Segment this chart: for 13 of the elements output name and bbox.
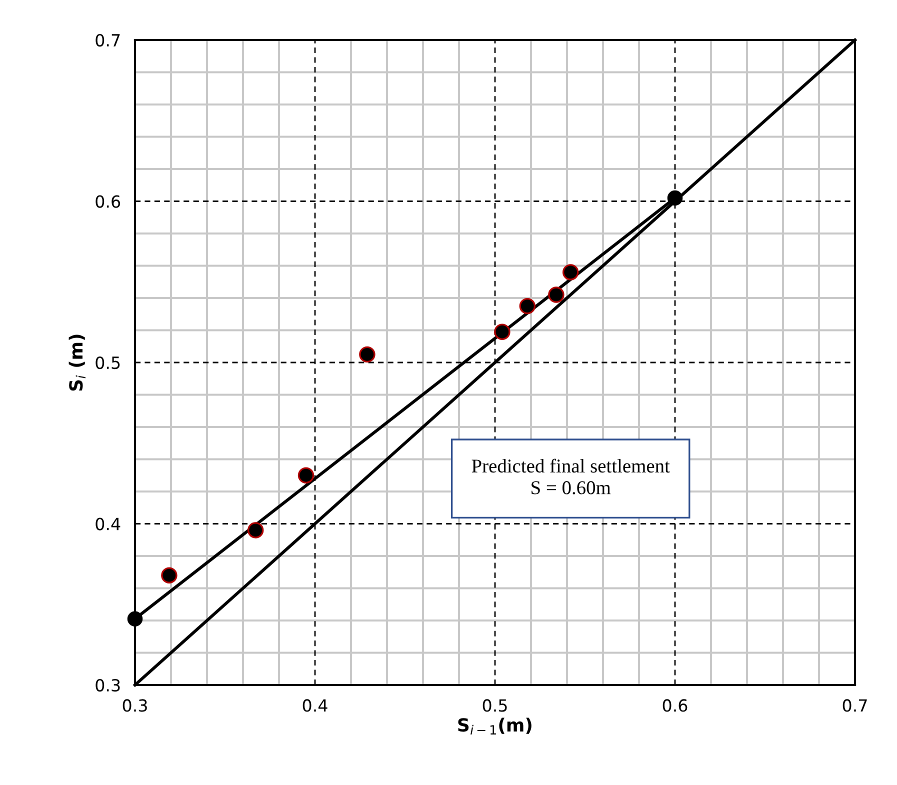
x-tick-label: 0.5 [482, 699, 507, 712]
x-tick-label: 0.3 [122, 699, 147, 712]
x-tick-label: 0.7 [842, 699, 867, 712]
y-tick-label: 0.3 [96, 678, 120, 692]
x-tick-label: 0.4 [302, 699, 328, 712]
y-tick-label: 0.6 [96, 195, 120, 208]
annotation: Predicted final settlement S = 0.60m [472, 458, 670, 494]
y-tick-label: 0.5 [96, 356, 120, 370]
y-axis-title: S$_{i}$ (m) [68, 334, 86, 391]
y-tick-label: 0.4 [96, 518, 120, 530]
y-tick-label: 0.7 [96, 34, 120, 47]
x-tick-label: 0.6 [662, 699, 688, 712]
x-axis-title: S$_{i−1}$(m) [458, 718, 532, 734]
